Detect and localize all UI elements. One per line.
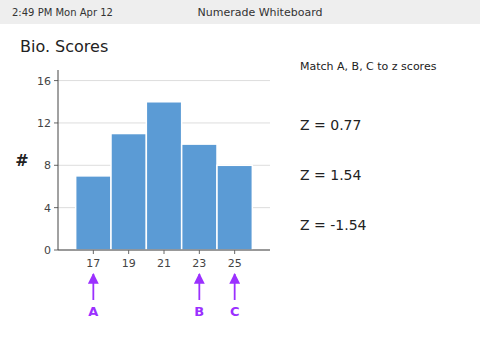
side-title: Match A, B, C to z scores [300, 60, 437, 73]
annotation-label: B [194, 304, 204, 319]
bar [76, 176, 111, 250]
side-line: Z = 1.54 [300, 167, 361, 183]
tick [54, 250, 58, 251]
grid-line [58, 80, 270, 81]
tick [164, 250, 165, 254]
header-text: Numerade Whiteboard [198, 6, 323, 19]
chart: 2:49 PM Mon Apr 12 Numerade Whiteboard Bio… [0, 0, 480, 360]
axis-label: # [15, 151, 28, 170]
tick [93, 250, 94, 254]
bar [182, 144, 217, 250]
bars [76, 102, 253, 250]
tick-label: 17 [86, 257, 100, 270]
tick [54, 122, 58, 123]
annotation-arrow [198, 274, 200, 300]
bar [146, 102, 181, 250]
tick [234, 250, 235, 254]
tick [199, 250, 200, 254]
tick-label: 4 [44, 202, 51, 215]
bar [111, 134, 146, 250]
annotation-label: A [88, 304, 98, 319]
tick-label: 12 [37, 117, 51, 130]
tick [128, 250, 129, 254]
side-line: Z = -1.54 [300, 217, 367, 233]
tick-label: 0 [44, 244, 51, 257]
header-bar [0, 0, 480, 24]
annotation-arrow [92, 274, 94, 300]
annotation-label: C [230, 304, 240, 319]
tick [54, 207, 58, 208]
tick [54, 165, 58, 166]
bar [217, 165, 252, 250]
side-line: Z = 0.77 [300, 117, 361, 133]
tick-label: 16 [37, 75, 51, 88]
tick-label: 8 [44, 159, 51, 172]
y-axis [58, 70, 59, 250]
title: Bio. Scores [20, 37, 108, 56]
tick-label: 21 [157, 257, 171, 270]
tick-label: 25 [228, 257, 242, 270]
tick [54, 80, 58, 81]
header-text: 2:49 PM Mon Apr 12 [12, 7, 113, 18]
tick-label: 19 [122, 257, 136, 270]
annotation-arrow [234, 274, 236, 300]
tick-label: 23 [192, 257, 206, 270]
